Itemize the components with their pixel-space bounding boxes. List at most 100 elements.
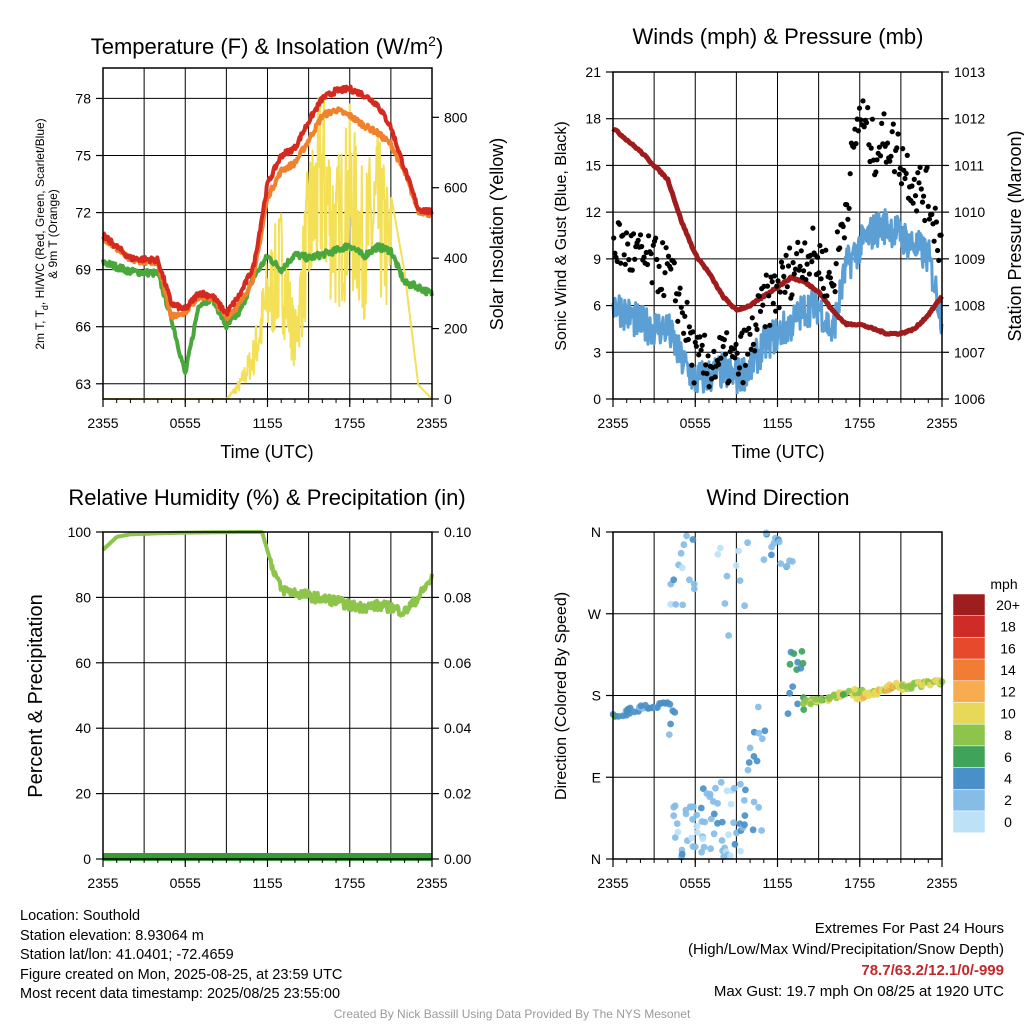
colorbar-swatch	[952, 593, 986, 616]
direction-point	[758, 735, 766, 743]
direction-point	[680, 541, 688, 549]
gust-point	[760, 302, 766, 308]
gust-point	[724, 330, 730, 336]
gust-point	[747, 331, 753, 337]
gust-point	[889, 129, 895, 135]
colorbar-label: 10	[1000, 705, 1016, 721]
direction-point	[697, 804, 705, 812]
gust-point	[861, 124, 867, 130]
gust-point	[681, 330, 687, 336]
gust-point	[764, 283, 771, 289]
direction-point	[731, 840, 739, 848]
direction-point	[683, 532, 690, 540]
y2-tick-label: 0	[444, 391, 452, 407]
gust-point	[749, 315, 755, 321]
gust-point	[916, 180, 922, 186]
gust-point	[774, 283, 780, 289]
direction-point	[701, 818, 709, 826]
gust-point	[865, 105, 871, 111]
station-latlon: Station lat/lon: 41.0401; -72.4659	[20, 947, 234, 963]
temperature-x-label: Time (UTC)	[220, 442, 313, 462]
gust-point	[635, 237, 641, 243]
gust-point	[782, 289, 788, 295]
gust-point	[637, 232, 644, 238]
y2-tick-label: 1009	[954, 251, 985, 267]
gust-point	[733, 341, 739, 347]
direction-point	[898, 682, 906, 690]
direction-point	[714, 800, 721, 807]
direction-point	[839, 691, 847, 698]
direction-point	[672, 601, 680, 608]
direction-point	[706, 793, 714, 801]
gust-point	[626, 257, 632, 263]
gust-point	[726, 378, 732, 384]
gust-point	[877, 153, 884, 159]
gust-point	[833, 261, 839, 267]
y2-tick-label: 1010	[954, 204, 985, 220]
direction-point	[741, 812, 749, 819]
y2-tick-label: 1013	[954, 64, 985, 80]
gust-point	[815, 254, 821, 260]
direction-point	[794, 658, 802, 666]
colorbar-swatch	[952, 745, 986, 768]
gust-point	[646, 233, 652, 239]
gust-point	[712, 374, 718, 380]
gust-point	[658, 286, 665, 292]
gust-point	[661, 292, 667, 299]
direction-point	[775, 538, 783, 546]
gust-point	[925, 203, 931, 209]
direction-point	[768, 551, 775, 559]
gust-point	[665, 253, 672, 259]
y-tick-label: 40	[75, 720, 91, 736]
direction-point	[786, 689, 793, 697]
direction-point	[789, 683, 797, 690]
x-tick-label: 1755	[844, 875, 875, 891]
gust-point	[684, 299, 690, 305]
gust-point	[771, 273, 778, 279]
gust-point	[773, 308, 779, 314]
y2-tick-label: 1008	[954, 298, 985, 314]
direction-point	[762, 529, 770, 537]
direction-point	[725, 831, 732, 839]
gust-point	[757, 308, 764, 314]
direction-point	[671, 709, 679, 716]
y2-tick-label: 800	[444, 109, 468, 125]
direction-point	[689, 816, 696, 823]
direction-point	[784, 710, 792, 717]
direction-point	[716, 544, 724, 552]
x-tick-label: 1155	[762, 415, 792, 431]
gust-point	[704, 371, 710, 377]
colorbar-label: 4	[1004, 771, 1012, 787]
direction-point	[760, 556, 768, 564]
direction-point	[745, 759, 753, 766]
direction-point	[790, 650, 798, 657]
gust-point	[802, 240, 808, 246]
gust-point	[676, 291, 682, 297]
gust-point	[801, 268, 807, 274]
gust-point	[623, 230, 630, 236]
y-tick-label: 20	[75, 786, 91, 802]
gust-point	[621, 252, 627, 258]
gust-point	[824, 293, 830, 299]
gust-point	[911, 176, 917, 182]
gust-point	[731, 346, 737, 352]
gust-point	[894, 145, 900, 151]
gust-point	[702, 332, 708, 338]
gust-point	[650, 242, 656, 248]
gust-point	[795, 239, 801, 245]
insolation-y-label: Solar Insolation (Yellow)	[487, 138, 507, 330]
gust-point	[798, 248, 804, 254]
direction-point	[691, 843, 699, 851]
y-tick-label: 6	[593, 298, 601, 314]
gust-point	[791, 271, 797, 277]
gust-point	[810, 225, 816, 231]
gust-point	[745, 351, 751, 357]
humidity-grid	[103, 532, 432, 859]
gust-point	[787, 245, 793, 251]
x-tick-label: 2355	[416, 415, 447, 431]
direction-point	[749, 826, 757, 834]
gust-point	[834, 229, 841, 235]
direction-point	[674, 828, 682, 836]
gust-point	[783, 252, 789, 258]
gust-point	[890, 121, 896, 127]
